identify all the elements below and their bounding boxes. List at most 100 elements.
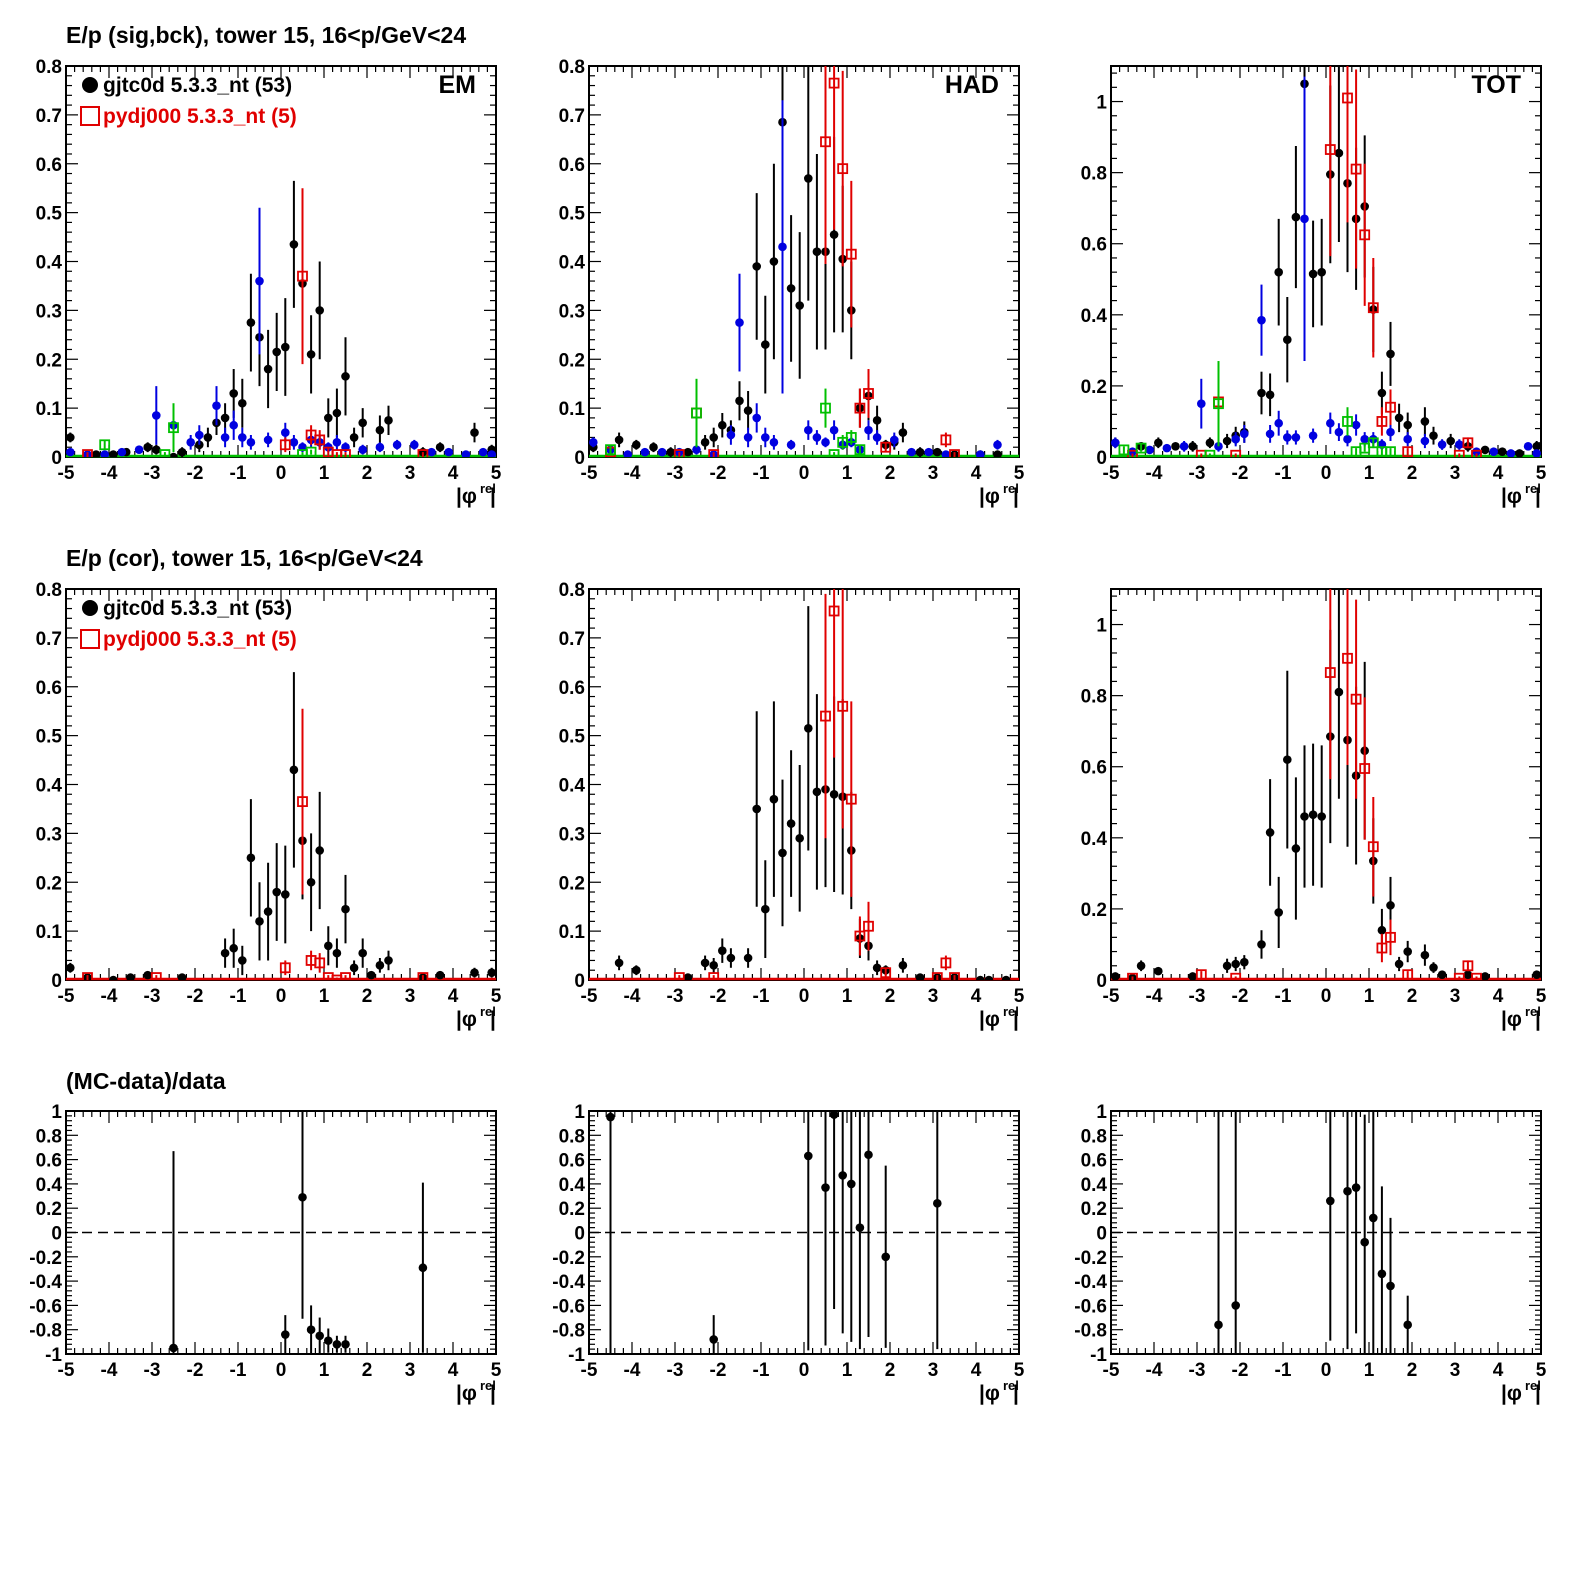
data-point <box>838 1171 847 1180</box>
x-tick-label: -1 <box>1275 1360 1292 1381</box>
data-point <box>152 411 161 420</box>
data-point <box>324 1336 333 1345</box>
x-tick-label: 1 <box>319 1360 330 1381</box>
data-point <box>847 1179 856 1189</box>
y-tick-label: 1 <box>1096 616 1107 637</box>
y-tick-label: 1 <box>574 1102 585 1123</box>
data-point-square <box>314 434 326 446</box>
x-axis-label: |φ <box>1501 485 1522 508</box>
x-tick-label: 1 <box>842 463 853 484</box>
data-point-square <box>1402 969 1414 980</box>
x-tick-label: -1 <box>1275 986 1292 1007</box>
data-point-square <box>1230 972 1242 980</box>
data-point <box>66 963 75 973</box>
y-tick-label: 0.4 <box>36 776 63 797</box>
data-point <box>1403 434 1412 444</box>
data-point-square <box>854 930 866 942</box>
legend: gjtc0d 5.3.3_nt (53) pydj000 5.3.3_nt (5) <box>80 74 297 128</box>
data-point-square <box>1324 144 1336 155</box>
data-point <box>743 433 753 442</box>
x-tick-label: 0 <box>799 463 810 484</box>
data-point <box>1506 449 1516 457</box>
data-point <box>829 425 839 435</box>
y-tick-label: -1 <box>45 1345 62 1366</box>
data-point <box>1308 810 1318 820</box>
data-point <box>1532 970 1541 979</box>
data-point <box>1403 1320 1412 1330</box>
data-point <box>169 452 178 457</box>
x-axis-label-close: | <box>1013 485 1019 508</box>
x-tick-label: -4 <box>1146 1360 1163 1381</box>
data-point <box>1317 267 1326 277</box>
x-tick-label: -1 <box>230 463 247 484</box>
data-point <box>341 372 350 381</box>
data-point <box>769 257 779 266</box>
data-point <box>795 833 804 843</box>
data-point <box>1188 972 1197 980</box>
data-point-square <box>1385 446 1396 457</box>
data-point <box>632 440 641 450</box>
y-tick-label: 0.3 <box>559 824 585 845</box>
x-tick-label: -1 <box>753 463 770 484</box>
data-point <box>255 917 264 926</box>
x-tick-label: -4 <box>1146 463 1163 484</box>
y-tick-label: 0.8 <box>36 57 62 78</box>
data-point-square <box>1462 437 1474 449</box>
data-point <box>769 794 779 804</box>
data-point-square <box>82 972 93 980</box>
data-point <box>177 973 187 980</box>
data-point <box>1308 269 1318 279</box>
y-tick-label: -0.2 <box>552 1248 585 1269</box>
x-tick-label: 5 <box>1536 1360 1547 1381</box>
data-point <box>812 433 822 442</box>
data-point <box>907 447 916 457</box>
data-point-square <box>1350 693 1362 705</box>
data-point <box>872 963 882 973</box>
x-tick-label: -5 <box>1103 986 1120 1007</box>
data-point <box>1291 212 1301 222</box>
data-point-square <box>417 972 429 980</box>
x-tick-label: 0 <box>1321 986 1332 1007</box>
y-tick-label: 0.8 <box>1081 164 1107 185</box>
data-point-square <box>949 449 960 457</box>
data-point <box>1162 443 1172 453</box>
data-point <box>392 440 402 450</box>
y-tick-label: 0.6 <box>559 155 585 176</box>
data-point-square <box>820 710 831 722</box>
x-tick-label: -2 <box>1232 1360 1249 1381</box>
y-tick-label: 0.6 <box>36 678 62 699</box>
x-tick-label: 0 <box>276 1360 287 1381</box>
data-point <box>752 804 761 814</box>
x-tick-label: -2 <box>1232 463 1249 484</box>
x-tick-label: 5 <box>491 1360 502 1381</box>
data-point <box>1326 418 1335 428</box>
data-point <box>332 948 342 958</box>
data-point <box>341 1339 350 1349</box>
legend-label: pydj000 5.3.3_nt (5) <box>103 628 297 651</box>
x-tick-label: -3 <box>1189 463 1206 484</box>
data-point-square <box>1453 449 1465 457</box>
data-point <box>872 433 882 442</box>
x-tick-label: 5 <box>1536 463 1547 484</box>
data-point-square <box>605 444 616 456</box>
data-point <box>91 450 101 457</box>
data-point <box>804 174 813 183</box>
data-point <box>1265 429 1275 439</box>
y-tick-label: 0 <box>51 448 62 469</box>
panel-tag: HAD <box>945 71 999 99</box>
data-layer <box>169 1111 428 1354</box>
data-point <box>933 447 942 457</box>
y-tick-label: 0.4 <box>559 776 586 797</box>
plot-frame <box>1110 588 1542 981</box>
data-point-square <box>1402 446 1414 457</box>
data-point-square <box>297 796 308 808</box>
data-point <box>778 242 787 252</box>
data-point <box>804 723 813 733</box>
data-point <box>1480 445 1490 455</box>
data-point <box>614 958 624 968</box>
data-point <box>203 433 213 442</box>
data-point-square <box>820 136 831 148</box>
data-point-square <box>828 605 840 617</box>
data-point <box>1472 447 1481 456</box>
data-point <box>177 447 187 457</box>
